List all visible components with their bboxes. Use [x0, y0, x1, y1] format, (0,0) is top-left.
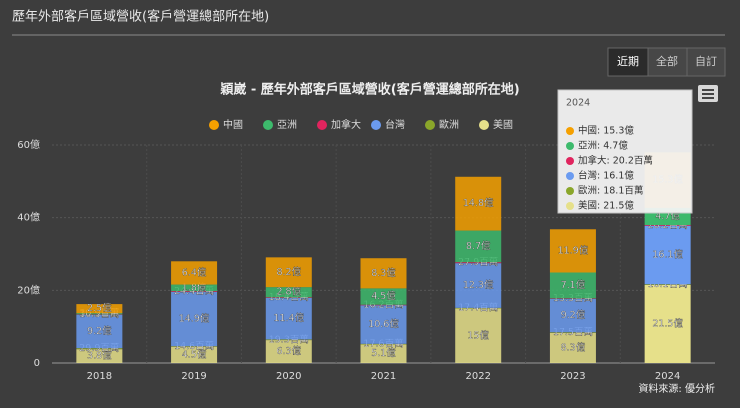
legend-label[interactable]: 亞洲 — [277, 119, 297, 131]
x-tick-label: 2020 — [276, 371, 301, 382]
tooltip-line: 加拿大: 20.2百萬 — [578, 155, 653, 167]
tooltip-line: 亞洲: 4.7億 — [578, 140, 628, 152]
value-label: 14.9億 — [179, 313, 210, 325]
value-label: 4.5億 — [371, 290, 396, 302]
tooltip-title: 2024 — [566, 98, 590, 109]
value-label: 2.8億 — [276, 286, 301, 298]
value-label: 2.5億 — [87, 302, 112, 314]
x-tick-label: 2023 — [560, 371, 585, 382]
tooltip-line: 歐洲: 18.1百萬 — [578, 185, 643, 197]
value-label: 15億 — [467, 329, 489, 341]
value-label: 11.4億 — [273, 312, 304, 324]
legend-label[interactable]: 加拿大 — [331, 118, 361, 131]
button-all[interactable]: 全部 — [656, 54, 678, 68]
menu-bar — [702, 97, 714, 99]
tooltip-line: 台灣: 16.1億 — [578, 170, 634, 182]
page-title: 歷年外部客戶區域營收(客戶營運總部所在地) — [12, 9, 269, 25]
legend-swatch[interactable] — [425, 120, 435, 130]
menu-icon[interactable] — [698, 85, 718, 102]
button-custom[interactable]: 自訂 — [695, 54, 717, 68]
tooltip-line: 美國: 21.5億 — [578, 200, 634, 212]
value-label: 8.3億 — [561, 341, 586, 353]
legend-swatch[interactable] — [371, 120, 381, 130]
tooltip-dot — [566, 127, 574, 135]
y-tick-label: 20億 — [17, 283, 40, 296]
y-tick-label: 60億 — [17, 138, 40, 151]
legend-label[interactable]: 美國 — [493, 118, 513, 131]
tooltip-dot — [566, 172, 574, 180]
range-buttons: 近期 全部 自訂 — [608, 48, 725, 76]
legend-item[interactable]: 亞洲 — [263, 119, 297, 131]
value-label: 8.3億 — [371, 267, 396, 279]
x-tick-label: 2022 — [465, 371, 490, 382]
legend-swatch[interactable] — [317, 120, 327, 130]
tooltip-line: 中國: 15.3億 — [578, 125, 634, 137]
value-label: 7.1億 — [561, 279, 586, 291]
value-label: 8.2億 — [276, 266, 301, 278]
value-label: 6.4億 — [182, 266, 207, 278]
value-label: 9.2億 — [561, 309, 586, 321]
value-label: 14.8億 — [463, 197, 494, 209]
tooltip-dot — [566, 142, 574, 150]
legend-label[interactable]: 台灣 — [385, 118, 405, 131]
source-note: 資料來源: 優分析 — [638, 382, 715, 395]
x-tick-label: 2018 — [87, 371, 112, 382]
legend-swatch[interactable] — [209, 120, 219, 130]
x-tick-label: 2019 — [181, 371, 206, 382]
value-label: 16.1億 — [652, 248, 683, 260]
legend-swatch[interactable] — [479, 120, 489, 130]
y-tick-label: 40億 — [17, 211, 40, 224]
value-label: 11.9億 — [558, 244, 589, 256]
value-label: 21.5億 — [652, 317, 683, 329]
tooltip-dot — [566, 157, 574, 165]
x-tick-label: 2021 — [371, 371, 396, 382]
value-label: 8.7億 — [466, 240, 491, 252]
legend-swatch[interactable] — [263, 120, 273, 130]
x-tick-label: 2024 — [655, 371, 680, 382]
tooltip-dot — [566, 202, 574, 210]
value-label: 12.3億 — [463, 279, 494, 291]
menu-bar — [702, 93, 714, 95]
chart-title: 穎崴 - 歷年外部客戶區域營收(客戶營運總部所在地) — [220, 82, 519, 98]
value-label: 9.2億 — [87, 325, 112, 337]
y-tick-label: 0 — [34, 358, 40, 369]
legend-label[interactable]: 歐洲 — [439, 118, 459, 131]
tooltip-dot — [566, 187, 574, 195]
legend-label[interactable]: 中國 — [223, 118, 243, 131]
menu-bar — [702, 89, 714, 91]
value-label: 6.3億 — [276, 345, 301, 357]
button-recent[interactable]: 近期 — [617, 55, 639, 68]
value-label: 10.6億 — [368, 318, 399, 330]
